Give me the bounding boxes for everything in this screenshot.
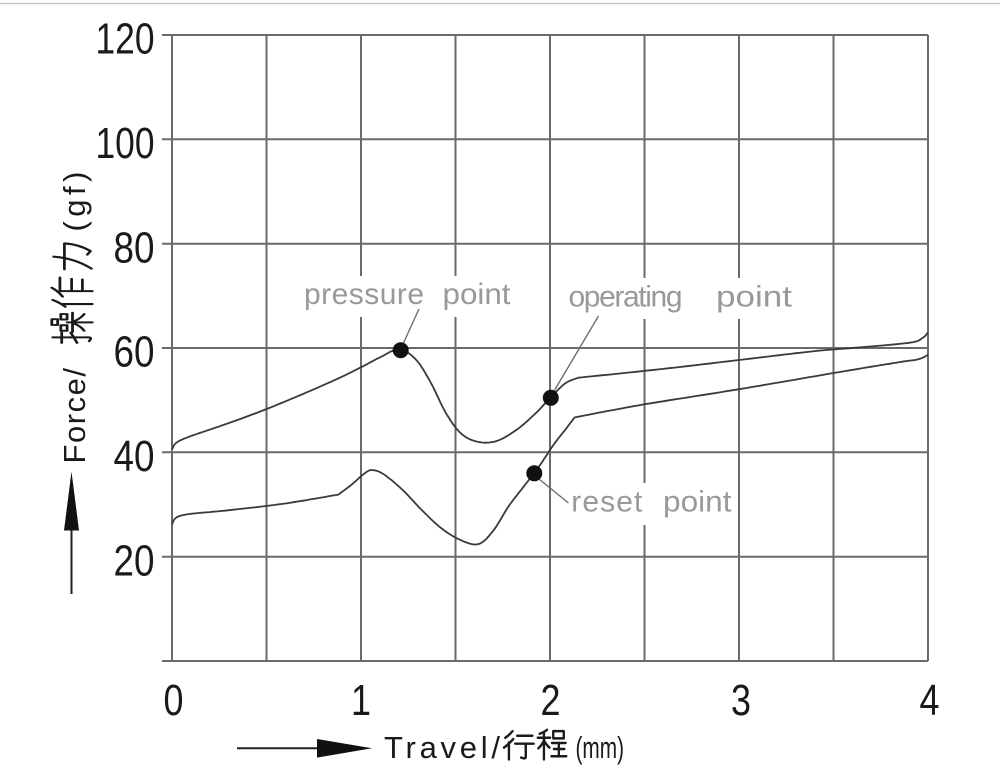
svg-text:(gf): (gf) bbox=[57, 172, 92, 232]
svg-text:80: 80 bbox=[114, 223, 155, 272]
svg-text:pressure: pressure bbox=[304, 278, 424, 311]
svg-text:1: 1 bbox=[351, 676, 371, 725]
svg-text:20: 20 bbox=[114, 536, 155, 585]
svg-text:point: point bbox=[443, 278, 512, 311]
svg-text:120: 120 bbox=[96, 15, 155, 64]
svg-text:operating: operating bbox=[569, 281, 683, 314]
svg-text:0: 0 bbox=[164, 676, 184, 725]
svg-text:point: point bbox=[716, 281, 793, 314]
svg-text:40: 40 bbox=[114, 432, 155, 481]
svg-text:100: 100 bbox=[96, 119, 155, 168]
svg-text:3: 3 bbox=[731, 676, 751, 725]
svg-text:2: 2 bbox=[541, 676, 561, 725]
svg-text:reset: reset bbox=[571, 486, 643, 519]
svg-text:point: point bbox=[663, 486, 732, 519]
svg-text:(mm): (mm) bbox=[576, 730, 625, 765]
svg-text:Travel/: Travel/ bbox=[384, 730, 500, 765]
svg-text:60: 60 bbox=[114, 328, 155, 377]
svg-text:Force/: Force/ bbox=[57, 368, 92, 464]
svg-text:4: 4 bbox=[920, 676, 940, 725]
